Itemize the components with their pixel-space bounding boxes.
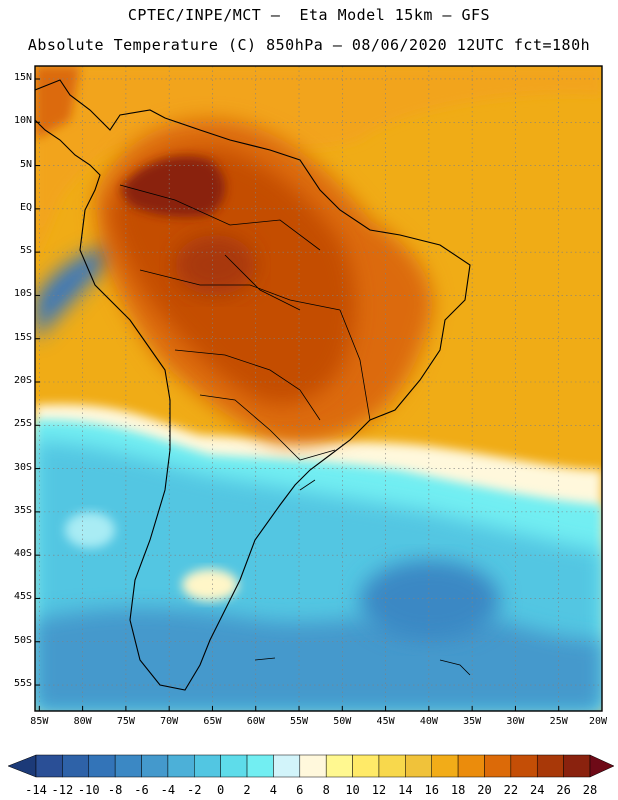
colorbar-label: 22: [503, 783, 519, 797]
lat-label: 15S: [13, 331, 32, 343]
colorbar-label: 14: [398, 783, 413, 797]
colorbar-swatch: [299, 754, 327, 778]
graticule: [35, 66, 603, 711]
lat-label: 40S: [13, 548, 32, 560]
colorbar-swatch: [167, 754, 195, 778]
colorbar-label: 10: [345, 783, 360, 797]
colorbar-swatch: [484, 754, 512, 778]
lat-label: 30S: [13, 461, 32, 473]
lon-label: 25W: [549, 716, 568, 727]
colorbar-swatch: [62, 754, 90, 778]
colorbar-label: 26: [556, 783, 571, 797]
lon-label: 70W: [160, 716, 179, 727]
lat-label: 10S: [13, 288, 32, 300]
field-pacific-cool: [35, 240, 130, 340]
colorbar-swatch: [246, 754, 274, 778]
colorbar-swatch: [378, 754, 406, 778]
colorbar-label: -12: [51, 783, 74, 797]
lat-label: EQ: [19, 201, 32, 213]
lat-label: 45S: [13, 591, 32, 603]
colorbar-swatch: [536, 754, 564, 778]
colorbar-label: -4: [160, 783, 176, 797]
field-pocket-patagonia: [182, 569, 238, 601]
colorbar-label: 24: [530, 783, 545, 797]
lat-label: 5S: [19, 245, 32, 257]
colorbar-under-arrow: [7, 754, 37, 778]
colorbar-label: 8: [322, 783, 330, 797]
colorbar-swatch: [88, 754, 116, 778]
lon-label: 60W: [246, 716, 265, 727]
country-borders: [119, 184, 371, 461]
colorbar-label: 18: [450, 783, 466, 797]
field-pocket-west: [65, 512, 115, 548]
lon-label: 20W: [588, 716, 608, 727]
temperature-field: [35, 66, 602, 711]
map-title-line-2: Absolute Temperature (C) 850hPa – 08/06/…: [27, 36, 591, 54]
lon-label: 35W: [463, 716, 482, 727]
lat-label: 55S: [13, 678, 32, 690]
lat-label: 5N: [19, 158, 32, 170]
field-cold-core: [360, 560, 500, 640]
colorbar: [7, 754, 615, 778]
field-hot-core: [120, 156, 225, 217]
lat-label: 25S: [13, 418, 32, 430]
colorbar-swatch: [352, 754, 380, 778]
lon-label: 40W: [419, 716, 438, 727]
colorbar-swatch: [563, 754, 591, 778]
axis-ticks: [35, 78, 603, 711]
south-america-coastline: [35, 79, 471, 691]
lon-label: 85W: [30, 716, 49, 727]
colorbar-swatch: [457, 754, 485, 778]
colorbar-swatch: [194, 754, 221, 778]
field-band-17: [35, 66, 602, 260]
colorbar-label: 16: [424, 783, 439, 797]
colorbar-label: 6: [296, 783, 304, 797]
lon-label: 65W: [203, 716, 222, 727]
colorbar-label: -10: [77, 783, 100, 797]
lon-label: 45W: [376, 716, 395, 727]
field-caribbean-warm: [35, 66, 80, 140]
lat-label: 50S: [13, 634, 32, 646]
colorbar-over-arrow: [589, 754, 615, 778]
colorbar-swatch: [405, 754, 432, 778]
colorbar-label: 2: [243, 783, 251, 797]
field-band-25: [175, 235, 255, 295]
colorbar-label: 20: [477, 783, 492, 797]
lat-label: 10N: [13, 115, 32, 127]
colorbar-swatch: [273, 754, 301, 778]
lon-label: 50W: [333, 716, 352, 727]
colorbar-label: 0: [217, 783, 225, 797]
lat-label: 20S: [13, 375, 32, 386]
colorbar-swatch: [510, 754, 538, 778]
lat-label: 35S: [13, 504, 32, 516]
lat-label: 15N: [13, 71, 32, 83]
colorbar-label: 28: [582, 783, 598, 797]
colorbar-swatch: [141, 754, 169, 778]
colorbar-label: -8: [107, 783, 123, 797]
map-frame: [34, 65, 603, 712]
lon-label: 80W: [73, 716, 92, 727]
colorbar-label: -2: [187, 783, 202, 797]
colorbar-label: -6: [134, 783, 149, 797]
map-title-line-1: CPTEC/INPE/MCT – Eta Model 15km – GFS: [127, 6, 491, 24]
lon-label: 30W: [506, 716, 525, 727]
colorbar-swatch: [431, 754, 459, 778]
colorbar-swatch: [35, 754, 63, 778]
lon-label: 55W: [289, 716, 309, 727]
colorbar-swatch: [325, 754, 353, 778]
colorbar-label: 4: [269, 783, 278, 797]
lon-label: 75W: [116, 716, 135, 727]
islands-outline: [254, 479, 471, 676]
colorbar-swatch: [114, 754, 142, 778]
colorbar-label: 12: [371, 783, 387, 797]
colorbar-swatch: [220, 754, 248, 778]
colorbar-label: -14: [25, 783, 47, 797]
